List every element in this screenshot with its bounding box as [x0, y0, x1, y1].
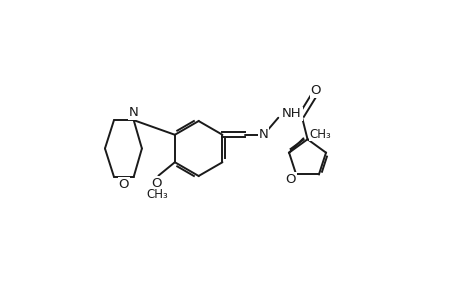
Text: CH₃: CH₃: [309, 128, 330, 141]
Text: O: O: [310, 84, 320, 97]
Text: N: N: [258, 128, 268, 141]
Text: O: O: [151, 177, 162, 190]
Text: O: O: [285, 173, 295, 186]
Text: N: N: [129, 106, 138, 119]
Text: CH₃: CH₃: [146, 188, 168, 201]
Text: NH: NH: [281, 107, 301, 120]
Text: O: O: [118, 178, 129, 191]
